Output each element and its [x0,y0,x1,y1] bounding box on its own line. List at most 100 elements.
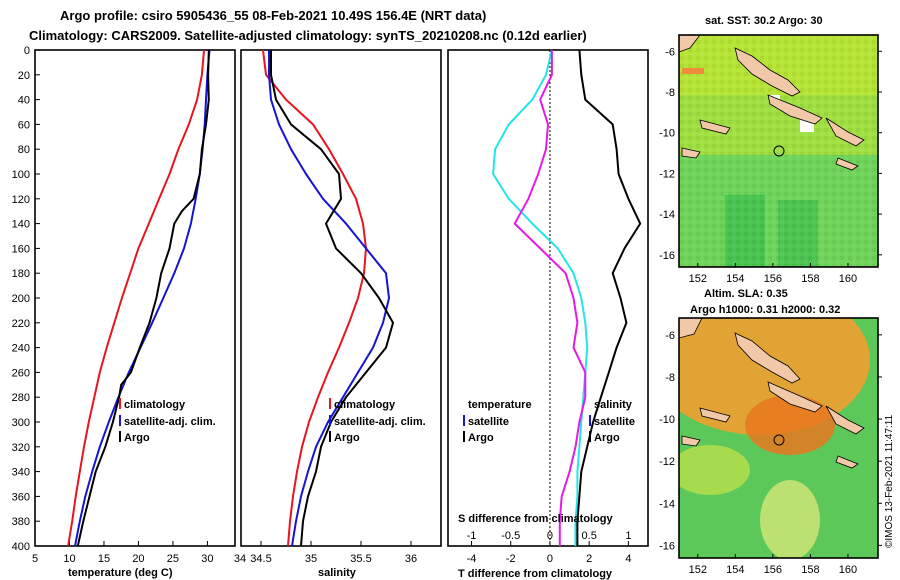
series-line-satellite-adj-clim- [268,50,390,547]
sst-map-ticks: 152 154 156 158 160 -6 -8 -10 -12 -14 -16 [659,46,882,285]
lat-tick-label: -10 [659,414,675,426]
lon-tick-label: 158 [801,273,819,285]
lat-tick-label: -6 [665,46,675,58]
series-line-climatology [67,49,205,547]
sla-map: Altim. SLA: 0.35 Argo h1000: 0.31 h2000:… [659,288,882,576]
sla-mid-region [679,445,750,495]
y-tick-label: 400 [12,541,30,553]
argo-location-marker [773,145,785,157]
coastline [679,35,701,53]
title-line-2: Climatology: CARS2009. Satellite-adjuste… [29,28,587,43]
lat-tick-label: -10 [659,128,675,140]
y-tick-label: 140 [12,219,30,231]
lat-tick-label: -14 [659,209,675,221]
lat-tick-label: -6 [665,330,675,342]
difference-plot-frame [447,49,649,547]
legend-climatology: climatology [124,399,186,411]
salinity-legend: climatology satellite-adj. clim. Argo [329,398,426,444]
sst-map-frame [678,34,879,268]
x-tick-label: 25 [167,553,179,565]
legend-argo: Argo [468,432,494,444]
island-guadalcanal [825,405,865,435]
lon-tick-label: 160 [839,273,857,285]
legend-temperature-title: temperature [468,399,532,411]
difference-legend-salinity: salinity satellite Argo [589,399,635,444]
x-tick-label: 30 [201,553,213,565]
y-tick-label: 220 [12,318,30,330]
title-line-1: Argo profile: csiro 5905436_55 08-Feb-20… [60,8,486,23]
island-guadalcanal [825,117,865,147]
y-tick-label: 240 [12,343,30,355]
island [681,435,701,447]
s-tick-label: 1 [625,530,631,542]
salinity-panel: 34.5 35 35.5 36 salinity climatology satell… [240,49,442,579]
s-tick-label: -0.5 [501,530,520,542]
difference-series [492,49,642,546]
y-tick-label: 180 [12,268,30,280]
lon-tick-label: 154 [726,273,744,285]
s-difference-tick-labels: -1 -0.5 0 0.5 1 [467,530,632,542]
lat-tick-label: -14 [659,498,675,510]
difference-panel: -4 -2 0 2 4 -1 -0.5 0 0.5 1 S difference from cl… [447,49,649,580]
x-tick-label: 35.5 [350,553,371,565]
x-tick-label: 36 [405,553,417,565]
lon-tick-label: 154 [726,564,744,576]
temperature-series [67,49,211,547]
y-tick-label: 40 [18,95,30,107]
island-santa-isabel [767,381,823,413]
sla-map-title-1: Altim. SLA: 0.35 [704,288,788,300]
y-tick-label: 100 [12,169,30,181]
salinity-series [262,49,394,547]
s-tick-label: -1 [467,530,477,542]
y-tick-label: 280 [12,392,30,404]
y-tick-label: 160 [12,243,30,255]
series-line-argo [270,50,394,547]
island [835,455,859,469]
s-difference-axis-label: S difference from climatology [458,513,614,525]
legend-satellite: satellite-adj. clim. [124,416,216,428]
x-tick-label: 20 [132,553,144,565]
temperature-axis-label: temperature (deg C) [68,567,173,579]
series-line-climatology [262,49,367,547]
s-tick-label: 0.5 [582,530,597,542]
lon-tick-label: 152 [689,564,707,576]
y-tick-label: 380 [12,516,30,528]
sla-map-frame [678,317,879,559]
x-tick-label: -4 [467,553,477,565]
y-tick-label: 60 [18,119,30,131]
series-line-temperature-satellite [492,49,589,546]
x-tick-label: 5 [32,553,38,565]
lat-tick-label: -16 [659,250,675,262]
legend-argo: Argo [594,432,620,444]
lat-tick-label: -12 [659,456,675,468]
imos-watermark: ©IMOS 13-Feb-2021 11:47:11 [884,414,895,548]
island [835,157,859,171]
lat-tick-label: -8 [665,87,675,99]
lat-tick-label: -12 [659,168,675,180]
y-tick-label: 200 [12,293,30,305]
x-tick-label: 2 [586,553,592,565]
lat-tick-label: -8 [665,372,675,384]
x-tick-label: 0 [547,553,553,565]
sla-mid-region [760,480,820,558]
island [699,407,731,423]
lat-tick-label: -16 [659,540,675,552]
y-tick-label: 260 [12,367,30,379]
series-line-salinity-argo [576,49,642,546]
sla-map-ticks: 152 154 156 158 160 -6 -8 -10 -12 -14 -16 [659,330,882,576]
series-line-salinity-satellite [513,50,587,546]
legend-argo: Argo [334,432,360,444]
legend-argo: Argo [124,432,150,444]
legend-satellite: satellite-adj. clim. [334,416,426,428]
argo-location-marker [773,434,785,446]
lon-tick-label: 158 [801,564,819,576]
legend-satellite: satellite [468,416,509,428]
island-choiseul [734,332,801,384]
t-difference-axis-label: T difference from climatology [458,568,613,580]
salinity-plot-frame [240,49,442,547]
temperature-panel: 0 20 40 60 80 100 120 140 160 180 200 220 240 260 280 3… [12,45,246,579]
difference-legend-temperature: temperature satellite Argo [463,399,532,444]
island [681,147,701,159]
salinity-axis-label: salinity [318,567,357,579]
temperature-tick-labels: 5 10 15 20 25 30 34 [32,541,246,565]
